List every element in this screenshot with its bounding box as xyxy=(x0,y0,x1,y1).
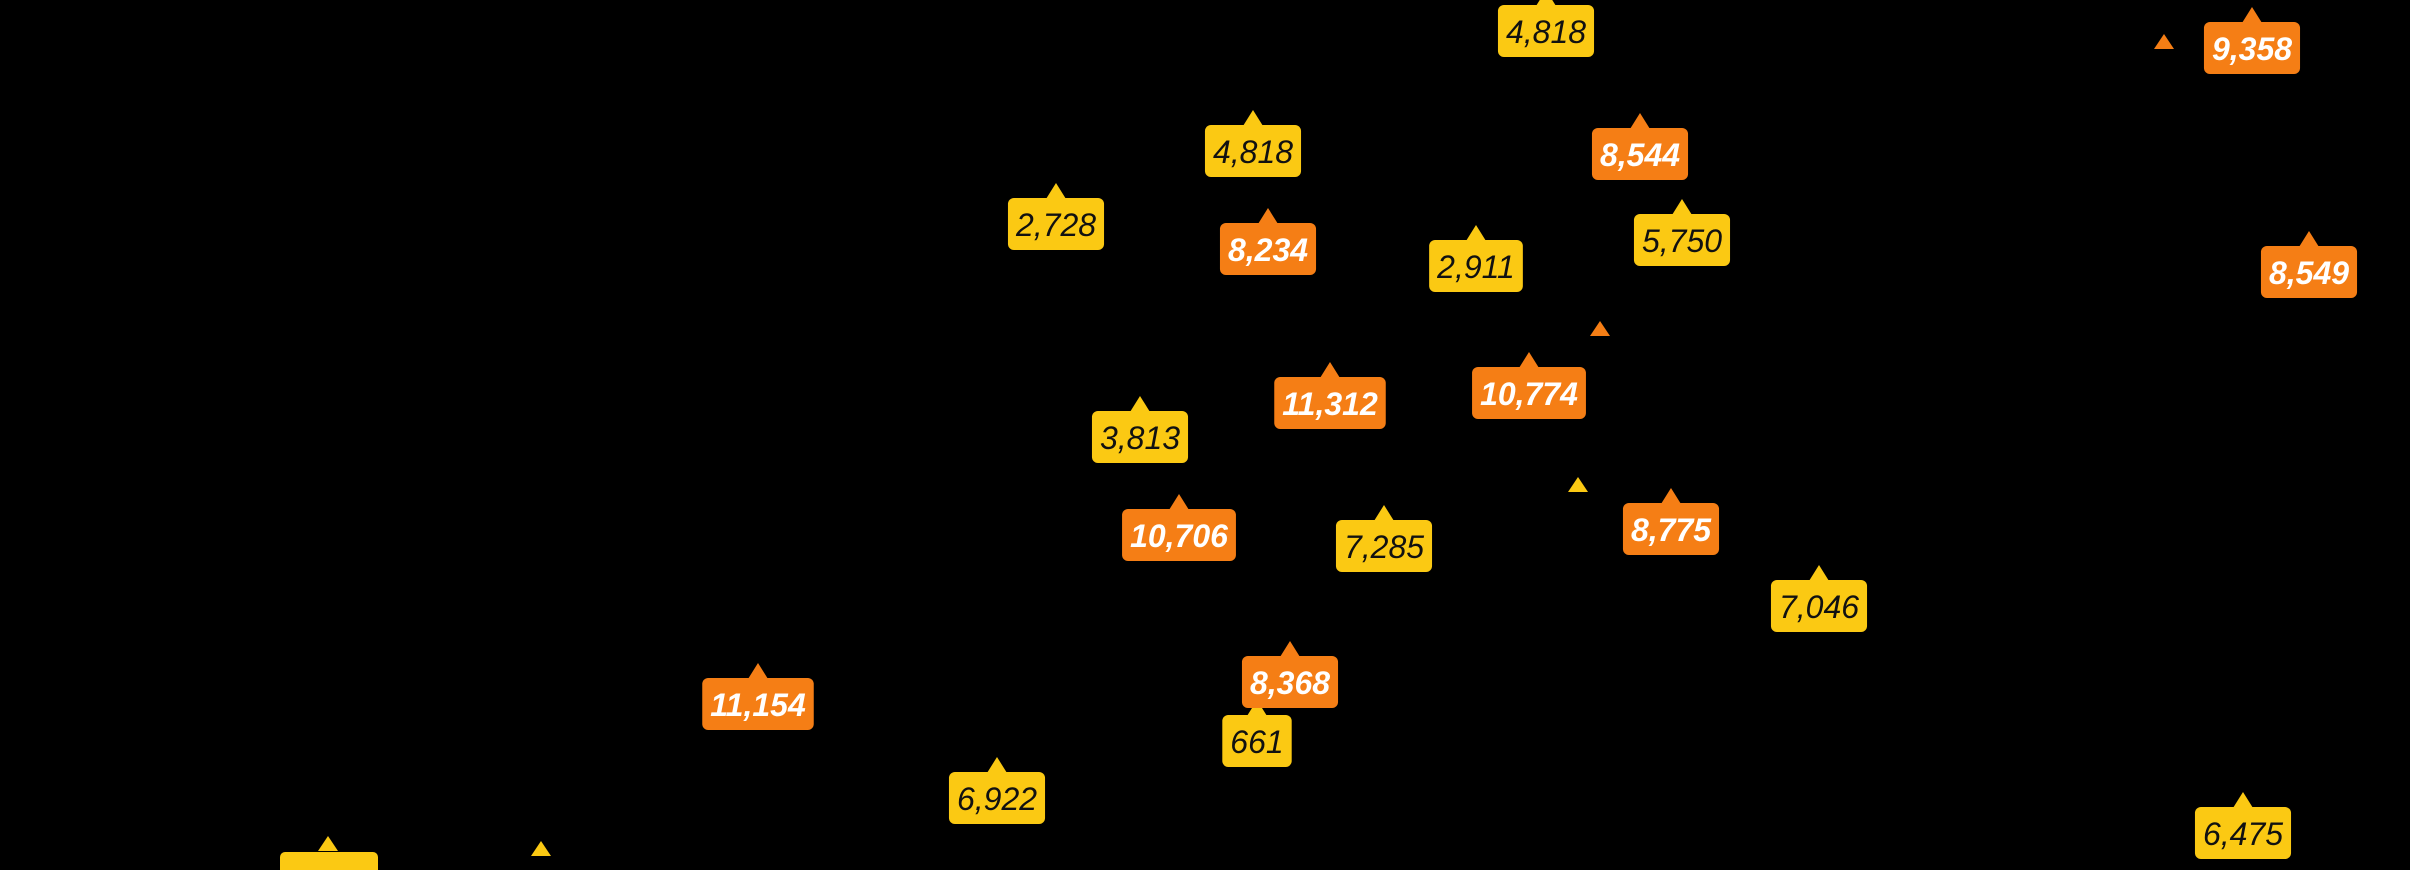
marker-triangle xyxy=(1320,362,1340,378)
marker-label: 10,774 xyxy=(1480,376,1578,412)
marker: 8,549 xyxy=(2260,231,2358,298)
marker-label: 7,046 xyxy=(1779,589,1859,625)
marker-label: 8,234 xyxy=(1228,232,1308,268)
marker-box xyxy=(1204,125,1302,177)
marker-label: 3,813 xyxy=(1100,420,1180,456)
marker: 10,706 xyxy=(1122,494,1236,561)
marker: 8,234 xyxy=(1219,208,1317,275)
marker: 8,368 xyxy=(1241,641,1339,708)
marker-label: 2,728 xyxy=(1015,207,1096,243)
marker: 7,285 xyxy=(1335,505,1433,572)
marker-triangle xyxy=(2233,792,2253,808)
marker-triangle xyxy=(2299,231,2319,247)
marker-box xyxy=(1219,223,1317,275)
marker: 5,750 xyxy=(1633,199,1731,266)
marker: 4,818 xyxy=(1204,110,1302,177)
marker-box xyxy=(1007,198,1105,250)
marker: 661 xyxy=(1222,700,1292,767)
marker-triangle xyxy=(987,757,1007,773)
marker-label: 661 xyxy=(1230,724,1283,760)
marker-triangle xyxy=(1169,494,1189,510)
marker-label: 2,911 xyxy=(1436,249,1515,285)
marker-box xyxy=(1335,520,1433,572)
marker-triangle xyxy=(1258,208,1278,224)
marker-triangle xyxy=(1130,396,1150,412)
marker-label: 10,706 xyxy=(1130,518,1228,554)
marker-label: 8,544 xyxy=(1600,137,1680,173)
marker-box xyxy=(280,852,378,870)
marker-box xyxy=(948,772,1046,824)
marker-triangle xyxy=(1536,0,1556,6)
marker-triangle xyxy=(1590,321,1610,336)
marker: 10,774 xyxy=(1472,352,1586,419)
marker-label: 6,475 xyxy=(2203,816,2283,852)
marker-triangle xyxy=(748,663,768,679)
marker-label: 6,922 xyxy=(957,781,1037,817)
marker: 6,922 xyxy=(948,757,1046,824)
marker-box xyxy=(2194,807,2292,859)
marker-box xyxy=(1241,656,1339,708)
marker-box xyxy=(2203,22,2301,74)
marker: 8,775 xyxy=(1622,488,1720,555)
marker-triangle xyxy=(1630,113,1650,129)
marker-box xyxy=(1091,411,1189,463)
marker-triangle xyxy=(1661,488,1681,504)
marker-triangle xyxy=(2242,7,2262,23)
marker-box xyxy=(1274,377,1386,429)
marker-label: 4,818 xyxy=(1506,14,1586,50)
marker-box xyxy=(1497,5,1595,57)
marker-label: 7,285 xyxy=(1344,529,1424,565)
marker-label: 8,775 xyxy=(1631,512,1712,548)
marker: 8,544 xyxy=(1591,113,1689,180)
marker: 11,312 xyxy=(1274,362,1386,429)
marker-triangle xyxy=(2154,34,2174,49)
marker-box xyxy=(1633,214,1731,266)
marker-triangle xyxy=(1809,565,1829,581)
marker: 2,911 xyxy=(1429,225,1523,292)
marker-triangle xyxy=(1519,352,1539,368)
marker-triangle xyxy=(1243,110,1263,126)
marker-box xyxy=(1222,715,1292,767)
marker-box xyxy=(1122,509,1236,561)
marker-label: 11,154 xyxy=(710,687,806,723)
marker: 11,154 xyxy=(702,663,814,730)
marker-box xyxy=(1591,128,1689,180)
marker: 7,046 xyxy=(1770,565,1868,632)
marker-triangle xyxy=(1568,477,1588,492)
marker-label: 11,312 xyxy=(1282,386,1378,422)
marker-triangle xyxy=(318,836,338,851)
marker-box xyxy=(702,678,814,730)
marker-box xyxy=(1770,580,1868,632)
marker-label: 5,750 xyxy=(1642,223,1722,259)
marker-triangle xyxy=(1374,505,1394,521)
marker-box xyxy=(1472,367,1586,419)
marker: 6,475 xyxy=(2194,792,2292,859)
marker-box xyxy=(1622,503,1720,555)
marker-label: 8,549 xyxy=(2269,255,2349,291)
marker-label: 9,358 xyxy=(2212,31,2292,67)
marker-triangle xyxy=(1466,225,1486,241)
marker-label: 4,818 xyxy=(1213,134,1293,170)
marker-box xyxy=(1429,240,1523,292)
marker-label: 8,368 xyxy=(1250,665,1330,701)
marker: 2,728 xyxy=(1007,183,1105,250)
marker-triangle xyxy=(1672,199,1692,215)
marker: 3,813 xyxy=(1091,396,1189,463)
marker-box xyxy=(2260,246,2358,298)
marker-triangle xyxy=(531,841,551,856)
marker: 9,358 xyxy=(2203,7,2301,74)
marker: 4,818 xyxy=(1497,0,1595,57)
marker-triangle xyxy=(1280,641,1300,657)
marker-triangle xyxy=(1046,183,1066,199)
